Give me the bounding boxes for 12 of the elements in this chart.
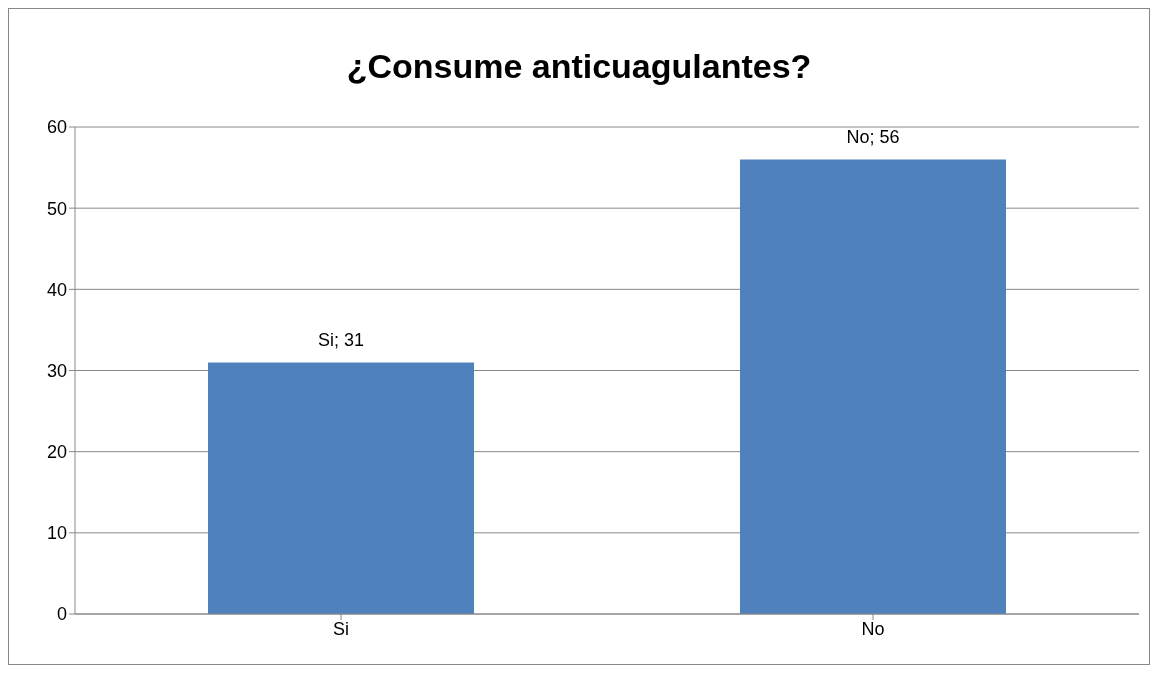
y-tick-label: 30 <box>46 360 67 381</box>
y-tick-label: 20 <box>46 442 67 463</box>
y-tick-label: 50 <box>46 198 67 219</box>
data-label: Si; 31 <box>317 330 365 351</box>
y-tick-label: 60 <box>46 117 67 138</box>
y-tick-label: 40 <box>46 279 67 300</box>
y-tick-label: 0 <box>56 604 67 625</box>
x-tick-label: No <box>861 618 885 639</box>
x-tick-label: Si <box>332 618 350 639</box>
y-tick-label: 10 <box>46 523 67 544</box>
chart-title: ¿Consume anticuagulantes? <box>345 47 813 87</box>
data-label: No; 56 <box>846 127 900 148</box>
